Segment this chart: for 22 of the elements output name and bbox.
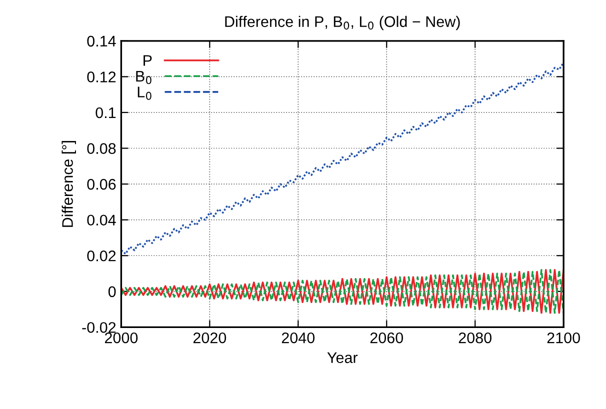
x-tick-label: 2040 [282,332,315,344]
y-tick-label: 0.06 [87,178,116,190]
y-tick-label: 0.14 [87,36,116,47]
x-axis-title: Year [327,352,358,364]
x-tick-label: 2060 [370,332,404,344]
x-tick-label: 2100 [547,332,580,344]
y-tick-label: 0 [108,286,116,298]
legend-label: L$_{0}$ [138,86,152,100]
legend-label: B$_{0}$ [136,70,152,84]
y-tick-label: 0.08 [87,143,116,154]
line-series [121,269,564,314]
y-tick-label: 0.12 [87,72,116,82]
legend-label: P [144,55,152,66]
y-axis-title: Difference [°] [62,141,76,227]
y-tick-label: 0.1 [96,107,116,118]
y-tick-label: -0.02 [82,322,116,333]
x-tick-label: 2000 [104,332,138,344]
y-tick-label: 0.02 [87,250,116,262]
x-tick-label: 2020 [193,332,226,344]
chart-title: Difference in P, B$_{0}$, L$_{0}$ (Old − New) [225,16,460,30]
y-tick-label: 0.04 [87,214,116,226]
x-tick-label: 2080 [458,332,492,344]
